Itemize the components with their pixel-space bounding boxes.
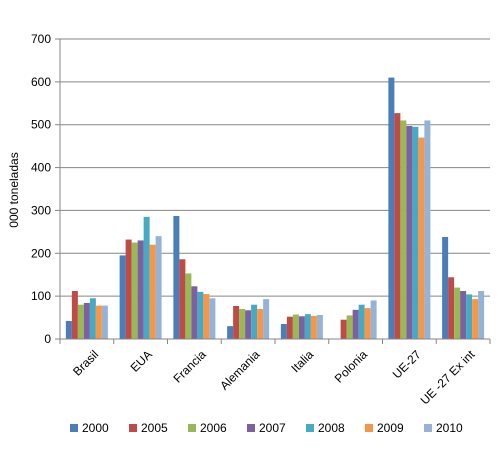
- y-tick-label: 400: [31, 161, 51, 175]
- bar-2005: [394, 113, 401, 340]
- bar-2008: [466, 294, 473, 339]
- bar-2000: [388, 77, 395, 340]
- x-tick-label: Alemania: [217, 347, 263, 393]
- bar-2000: [173, 216, 180, 339]
- bar-2009: [95, 305, 102, 339]
- y-tick-label: 200: [31, 246, 51, 260]
- legend-label: 2006: [200, 421, 227, 435]
- bar-2009: [149, 244, 156, 339]
- y-tick-label: 500: [31, 118, 51, 132]
- y-axis-label: 000 toneladas: [7, 152, 21, 227]
- bar-2008: [143, 216, 150, 339]
- bar-2010: [263, 299, 270, 339]
- legend-swatch: [306, 424, 314, 432]
- bar-2005: [286, 316, 293, 339]
- bar-2007: [137, 240, 144, 339]
- bar-2008: [197, 291, 204, 339]
- bar-2000: [280, 324, 287, 339]
- bar-2008: [251, 304, 258, 339]
- bar-2010: [478, 291, 485, 339]
- legend-label: 2009: [377, 421, 404, 435]
- legend-swatch: [129, 424, 137, 432]
- x-tick-label: EUA: [128, 347, 155, 374]
- bar-2000: [119, 255, 126, 339]
- bar-2010: [424, 120, 431, 339]
- bar-2009: [203, 294, 210, 339]
- y-tick-label: 0: [44, 332, 51, 346]
- y-tick-label: 100: [31, 289, 51, 303]
- bar-2010: [316, 315, 323, 339]
- bar-2009: [364, 308, 371, 339]
- legend-label: 2005: [141, 421, 168, 435]
- bar-2000: [442, 237, 449, 339]
- legend-label: 2010: [436, 421, 463, 435]
- bar-2007: [298, 316, 305, 339]
- bar-2010: [209, 298, 216, 339]
- x-tick-label: Brasil: [70, 347, 101, 378]
- legend-label: 2008: [318, 421, 345, 435]
- bar-2009: [472, 299, 479, 339]
- bar-2010: [101, 305, 108, 339]
- legend-swatch: [365, 424, 373, 432]
- x-tick-label: Italia: [288, 347, 316, 375]
- bar-2007: [191, 286, 198, 339]
- bar-2007: [406, 126, 413, 339]
- bar-2008: [358, 304, 365, 339]
- x-tick-label: UE-27: [390, 347, 424, 381]
- bar-2000: [65, 321, 72, 339]
- y-tick-label: 700: [31, 32, 51, 46]
- bar-2010: [155, 236, 162, 339]
- bar-2006: [400, 120, 407, 339]
- bar-2006: [77, 304, 84, 339]
- bar-2006: [239, 309, 246, 339]
- bar-2006: [346, 315, 353, 339]
- bar-2007: [245, 310, 252, 339]
- legend: 2000 2005 2006 2007 2008 2009 2010: [70, 421, 463, 435]
- bar-2005: [448, 277, 455, 339]
- legend-label: 2007: [259, 421, 286, 435]
- legend-swatch: [70, 424, 78, 432]
- x-tick-label: UE -27 Ex int: [418, 347, 478, 407]
- legend-swatch: [188, 424, 196, 432]
- bar-2008: [89, 298, 96, 339]
- bar-2005: [71, 291, 78, 339]
- bar-2006: [185, 273, 192, 339]
- bar-2007: [460, 291, 467, 339]
- legend-label: 2000: [82, 421, 109, 435]
- bar-2009: [257, 309, 264, 339]
- bar-2007: [352, 309, 359, 339]
- bar-2009: [418, 137, 425, 339]
- x-tick-label: Polonia: [332, 347, 370, 385]
- bar-2005: [233, 306, 240, 339]
- x-tick-label: Francia: [171, 347, 209, 385]
- bar-2000: [227, 326, 234, 339]
- y-tick-label: 300: [31, 203, 51, 217]
- y-tick-label: 600: [31, 75, 51, 89]
- bar-2006: [292, 314, 299, 339]
- bar-2006: [454, 287, 461, 339]
- bar-2010: [370, 300, 377, 339]
- bar-2005: [340, 319, 347, 339]
- bar-2005: [179, 259, 186, 339]
- bars: [65, 77, 485, 340]
- bar-2008: [304, 314, 311, 339]
- bar-2007: [83, 303, 90, 339]
- bar-2006: [131, 242, 138, 339]
- legend-swatch: [247, 424, 255, 432]
- legend-swatch: [424, 424, 432, 432]
- bar-2009: [310, 315, 317, 339]
- bar-2005: [125, 239, 132, 339]
- bar-2008: [412, 126, 419, 339]
